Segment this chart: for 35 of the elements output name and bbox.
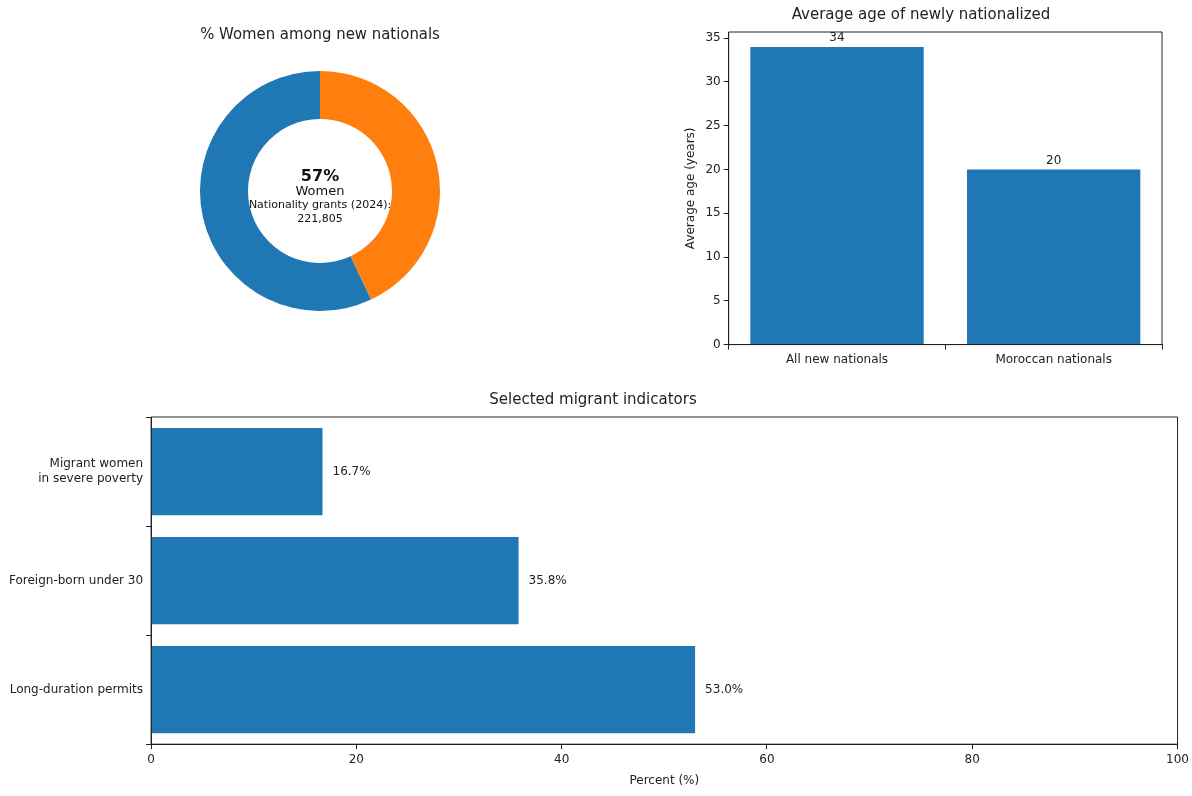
y-tick-label: 20 (705, 161, 721, 176)
y-tick-label: 30 (705, 74, 721, 89)
x-tick-label: 40 (554, 751, 570, 766)
y-tick-label: 10 (705, 249, 721, 264)
x-axis-title: Percent (%) (629, 772, 700, 787)
data-label: 57% (300, 166, 340, 186)
x-tick-label: 100 (1166, 751, 1189, 766)
data-label: 53.0% (705, 681, 744, 696)
slice-label: Women (295, 183, 345, 199)
x-tick-label: Moroccan nationals (995, 351, 1112, 366)
y-tick-label: Migrant women in severe poverty (38, 456, 144, 485)
bar (151, 646, 696, 734)
bar (151, 427, 323, 516)
data-label: 16.7% (332, 463, 371, 478)
bar (151, 536, 519, 625)
y-tick-label: 15 (705, 205, 721, 220)
x-tick-label: All new nationals (785, 351, 889, 366)
data-label: 35.8% (528, 572, 567, 587)
y-axis-title: Average age (years) (683, 127, 698, 250)
chart-title: Average age of newly nationalized (791, 4, 1051, 23)
y-tick-label: Foreign-born under 30 (8, 572, 144, 587)
chart-title: % Women among new nationals (200, 24, 441, 43)
text: Nationality grants (2024): 221,805 (248, 197, 392, 225)
data-label: 20 (1046, 152, 1062, 167)
y-tick-label: Long-duration permits (9, 681, 144, 696)
x-tick-label: 60 (759, 751, 775, 766)
y-tick-label: 35 (705, 30, 721, 45)
x-tick-label: 20 (348, 751, 365, 766)
y-tick-label: 5 (713, 292, 721, 307)
y-tick-label: 0 (713, 336, 721, 351)
x-tick-label: 0 (147, 751, 155, 766)
x-tick-label: 80 (964, 751, 980, 766)
data-label: 34 (829, 30, 845, 45)
chart-title: Selected migrant indicators (489, 389, 697, 408)
y-tick-label: 25 (705, 117, 721, 132)
